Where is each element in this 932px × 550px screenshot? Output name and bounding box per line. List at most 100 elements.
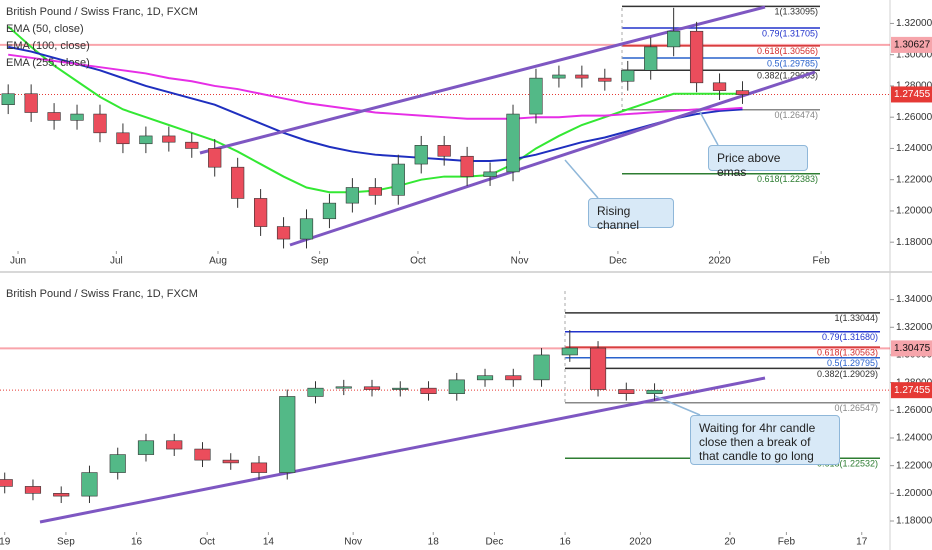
candle-body — [194, 448, 211, 461]
y-tick-label: 1.32000 — [896, 18, 932, 29]
candle-body — [437, 145, 451, 157]
y-tick-label: 1.30000 — [896, 49, 932, 60]
candle-body — [460, 155, 474, 177]
price-label: 1.27455 — [894, 89, 931, 100]
candle-body — [166, 440, 183, 450]
candle-body — [689, 30, 704, 84]
fib-label: 1(1.33095) — [774, 7, 818, 17]
candle-body — [53, 493, 70, 497]
candle-body — [185, 141, 199, 149]
candle-body — [109, 454, 126, 473]
fib-label: 0.618(1.22532) — [817, 459, 878, 469]
candle-body — [322, 202, 337, 220]
candle-body — [391, 163, 405, 196]
annotation-pointer — [564, 159, 599, 199]
x-tick-label: 2020 — [629, 537, 652, 548]
channel-line — [289, 70, 816, 247]
annotation: Rising channel — [588, 198, 674, 232]
fib-label: 0.5(1.29795) — [827, 358, 878, 368]
x-tick-label: Oct — [410, 256, 426, 267]
y-tick-label: 1.22000 — [896, 460, 932, 471]
x-tick-label: 19 — [0, 537, 11, 548]
candle-body — [506, 113, 520, 173]
fib-label: 0(1.26474) — [774, 110, 818, 120]
price-label: 1.27455 — [894, 385, 931, 396]
candle-body — [345, 187, 360, 204]
fib-label: 0.79(1.31705) — [762, 28, 818, 38]
candle-body — [646, 389, 663, 395]
candle-body — [1, 93, 15, 105]
candle-body — [116, 132, 130, 145]
price-label: 1.30627 — [894, 40, 931, 51]
x-tick-label: 16 — [131, 537, 143, 548]
fib-label: 0.382(1.29003) — [757, 71, 818, 81]
fib-label: 1(1.33044) — [834, 313, 878, 323]
x-tick-label: Sep — [311, 256, 329, 267]
candle-body — [368, 187, 382, 196]
fib-label: 0(1.26547) — [834, 403, 878, 413]
x-tick-label: Aug — [209, 256, 227, 267]
candle-body — [24, 93, 38, 113]
y-tick-label: 1.20000 — [896, 206, 932, 217]
price-label-box — [891, 382, 932, 399]
candle-body — [279, 396, 296, 473]
candle-body — [93, 113, 107, 134]
y-tick-label: 1.18000 — [896, 516, 932, 527]
x-tick-label: Nov — [511, 256, 529, 267]
candle-body — [139, 135, 153, 145]
y-tick-label: 1.24000 — [896, 433, 932, 444]
candle-body — [24, 486, 42, 494]
candle-body — [533, 354, 550, 381]
channel-line — [39, 376, 766, 524]
x-tick-label: Feb — [813, 256, 831, 267]
candle-body — [222, 459, 239, 464]
x-tick-label: Jul — [110, 256, 123, 267]
fib-label: 0.382(1.29029) — [817, 369, 878, 379]
x-tick-label: Sep — [57, 537, 75, 548]
x-tick-label: Oct — [199, 537, 215, 548]
candle-body — [299, 218, 314, 240]
price-label-box — [891, 86, 932, 103]
x-tick-label: Dec — [609, 256, 627, 267]
legend-entry: EMA (50, close) — [6, 23, 84, 35]
candle-body — [250, 462, 268, 473]
x-tick-label: 20 — [724, 537, 736, 548]
candle-body — [414, 145, 428, 165]
y-tick-label: 1.20000 — [896, 488, 932, 499]
candle-body — [621, 70, 635, 82]
candle-body — [735, 90, 750, 95]
price-label-box — [891, 36, 932, 53]
candle-body — [392, 387, 409, 390]
candle-body — [70, 113, 84, 121]
candle-body — [529, 77, 543, 115]
candle-body — [483, 171, 497, 177]
ema-line — [8, 53, 743, 120]
y-tick-label: 1.34000 — [896, 294, 932, 305]
candle-body — [137, 440, 155, 455]
candle-body — [561, 347, 578, 356]
chart-title: British Pound / Swiss Franc, 1D, FXCM — [6, 288, 198, 300]
chart-title: British Pound / Swiss Franc, 1D, FXCM — [6, 6, 198, 18]
candle-body — [712, 82, 727, 91]
candle-body — [335, 386, 352, 389]
candle-body — [162, 135, 176, 143]
candle-body — [476, 375, 494, 381]
candle-body — [448, 379, 465, 395]
candle-body — [618, 389, 635, 395]
x-tick-label: 16 — [560, 537, 572, 548]
candle-body — [589, 347, 607, 390]
x-tick-label: 14 — [263, 537, 275, 548]
candle-body — [208, 148, 222, 168]
x-tick-label: 18 — [428, 537, 440, 548]
x-tick-label: Dec — [486, 537, 504, 548]
candle-body — [307, 387, 324, 397]
legend-entry: EMA (255, close) — [6, 57, 90, 69]
candle-body — [575, 74, 589, 79]
y-tick-label: 1.32000 — [896, 322, 932, 333]
candle-body — [253, 198, 268, 227]
fib-label: 0.618(1.30563) — [817, 348, 878, 358]
candle-body — [231, 166, 245, 199]
candle-body — [0, 479, 13, 487]
candle-body — [598, 77, 612, 82]
